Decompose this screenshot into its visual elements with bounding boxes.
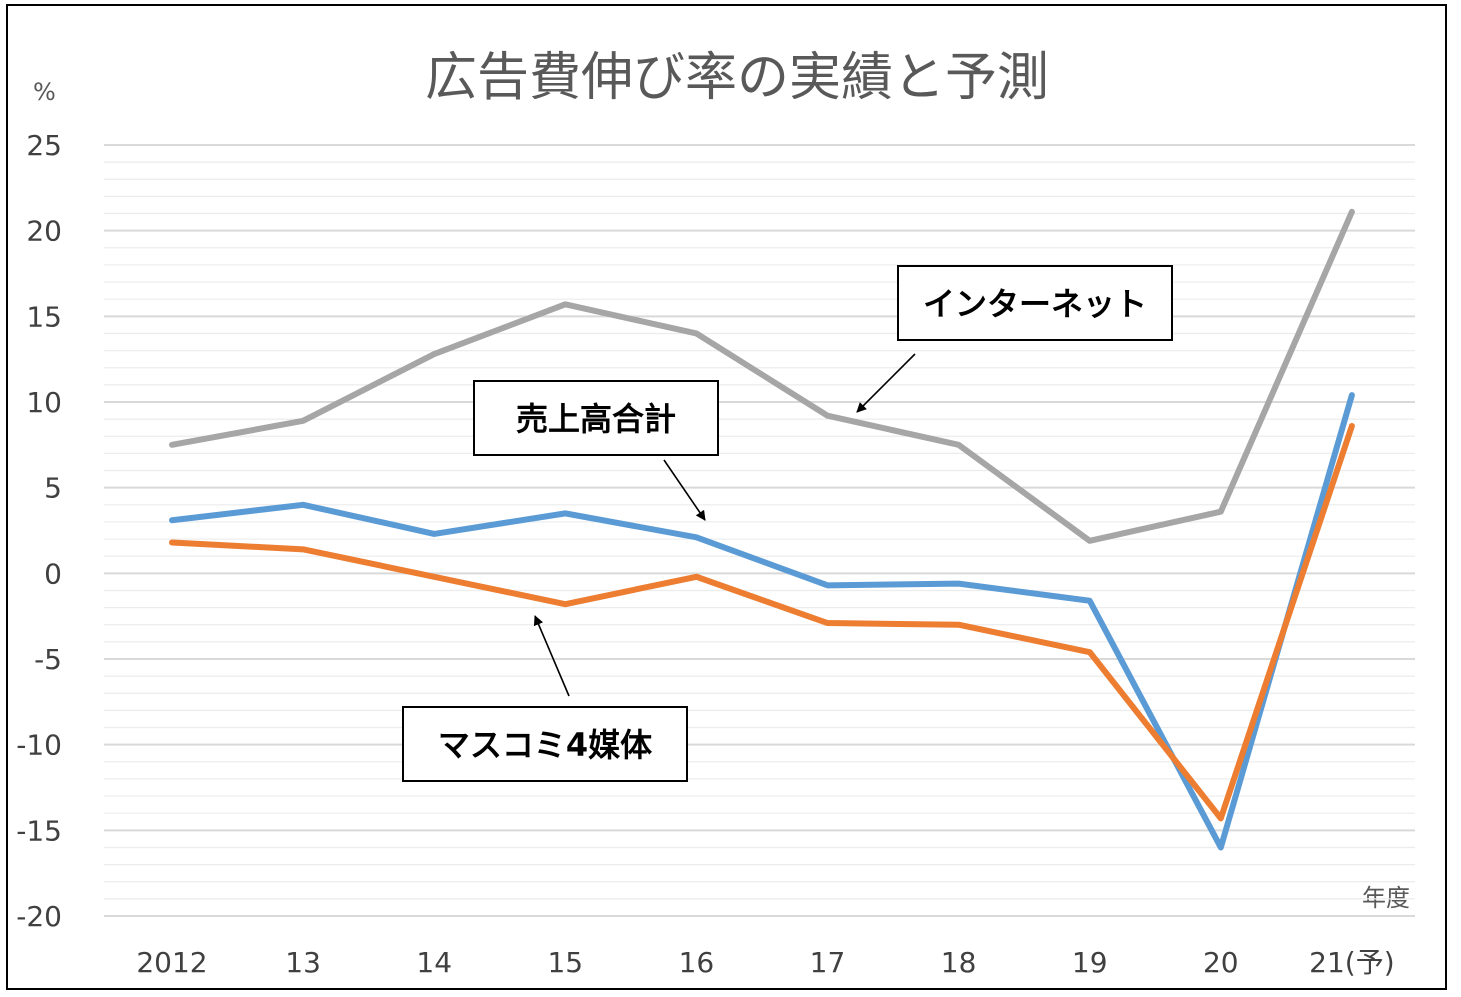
series-line-0: [169, 208, 1355, 544]
x-tick-label: 13: [285, 946, 321, 979]
series-lines: [169, 208, 1355, 851]
x-tick-label: 17: [810, 946, 846, 979]
x-unit-label: 年度: [1362, 884, 1410, 912]
x-tick-label: 15: [547, 946, 583, 979]
callout-label: 売上高合計: [516, 400, 676, 438]
y-tick-label: 0: [44, 557, 62, 590]
x-tick-label: 2012: [136, 946, 207, 979]
y-tick-label: -15: [16, 814, 62, 847]
callout-arrow: [663, 459, 706, 521]
x-tick-label: 20: [1203, 946, 1239, 979]
y-tick-label: 25: [26, 129, 62, 162]
callout-label: インターネット: [923, 285, 1147, 323]
callout-arrow: [856, 353, 916, 413]
gridlines: [104, 144, 1415, 917]
y-tick-label: 20: [26, 215, 62, 248]
callout-label: マスコミ4媒体: [438, 726, 652, 764]
x-axis-ticks: 2012 13 14 15 16 17 18 19 20 21(予): [136, 946, 1394, 979]
y-tick-label: -5: [34, 643, 62, 676]
x-tick-label: 14: [416, 946, 452, 979]
y-axis-ticks: 25 20 15 10 5 0 -5 -10 -15 -20: [16, 129, 62, 933]
series-line-2: [169, 422, 1355, 822]
y-tick-label: 15: [26, 300, 62, 333]
y-unit-label: %: [33, 78, 56, 106]
x-tick-label: 19: [1072, 946, 1108, 979]
y-tick-label: -20: [16, 900, 62, 933]
callout-arrow: [533, 615, 570, 697]
series-line-1: [169, 392, 1355, 851]
x-tick-label: 16: [679, 946, 715, 979]
chart-title: 広告費伸び率の実績と予測: [425, 48, 1049, 108]
y-tick-label: -10: [16, 729, 62, 762]
callout-box: [473, 380, 719, 456]
x-tick-label: 18: [941, 946, 977, 979]
y-tick-label: 5: [44, 472, 62, 505]
y-tick-label: 10: [26, 386, 62, 419]
callout-box: [402, 706, 688, 782]
callout-box: [897, 265, 1173, 341]
x-tick-label: 21(予): [1309, 946, 1394, 979]
